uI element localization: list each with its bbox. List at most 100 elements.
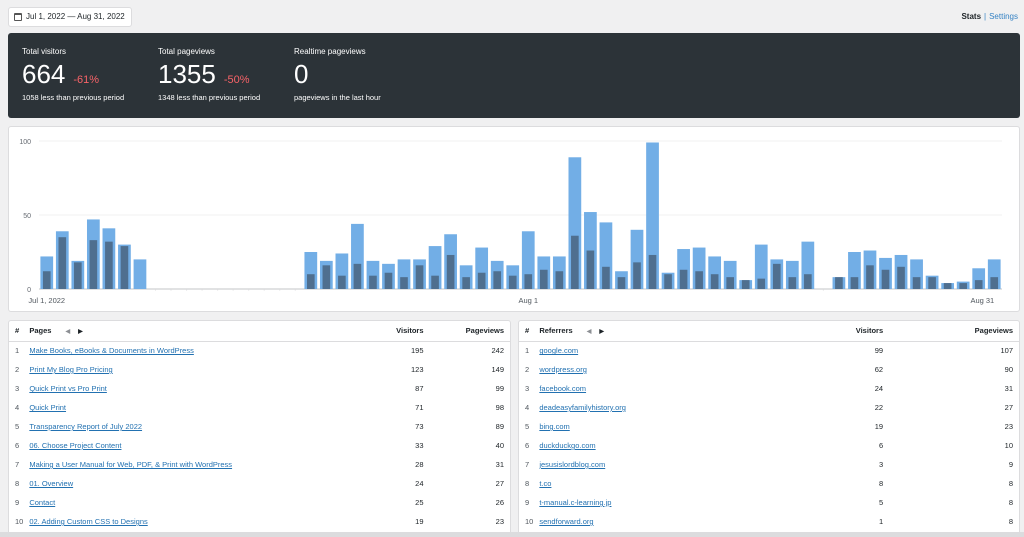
pageviews-bar[interactable]	[881, 269, 890, 289]
prev-page-icon[interactable]: ◀	[586, 329, 592, 336]
pageviews-bar[interactable]	[338, 275, 346, 289]
horizontal-scrollbar[interactable]	[0, 532, 1024, 537]
pageviews-bar[interactable]	[384, 272, 393, 289]
prev-page-icon[interactable]: ◀	[65, 329, 71, 336]
date-range-picker[interactable]: Jul 1, 2022 — Aug 31, 2022	[8, 7, 132, 27]
row-link[interactable]: bing.com	[539, 422, 570, 431]
pageviews-bar[interactable]	[602, 266, 610, 289]
pageviews-bar[interactable]	[89, 240, 98, 289]
pageviews-bar[interactable]	[524, 274, 533, 289]
pageviews-bar[interactable]	[866, 265, 874, 289]
pageviews-bar[interactable]	[539, 269, 548, 289]
pageviews-bar[interactable]	[415, 265, 424, 289]
referrers-col-name: Referrers ◀ ▶	[533, 321, 788, 342]
pageviews-bar[interactable]	[322, 265, 331, 289]
pageviews-bar[interactable]	[804, 274, 812, 289]
pageviews-bar[interactable]	[772, 263, 781, 289]
visitors-bar[interactable]	[133, 259, 147, 289]
pageviews-bar[interactable]	[617, 277, 626, 289]
table-row: 1 google.com 99 107	[519, 341, 1019, 360]
pageviews-bar[interactable]	[74, 262, 82, 289]
pageviews-bar[interactable]	[462, 277, 470, 289]
referrers-col-name-label: Referrers	[539, 326, 573, 336]
row-link[interactable]: t.co	[539, 479, 552, 488]
visitors-bar[interactable]	[646, 142, 659, 289]
pageviews-bar[interactable]	[58, 237, 67, 289]
pageviews-bar[interactable]	[493, 271, 502, 289]
pageviews-bar[interactable]	[710, 274, 719, 289]
row-link[interactable]: Print My Blog Pro Pricing	[29, 365, 113, 374]
row-link[interactable]: 01. Overview	[29, 479, 74, 488]
pageviews-bar[interactable]	[664, 274, 672, 289]
pageviews-bar[interactable]	[679, 269, 688, 289]
row-link[interactable]: t-manual.c-learning.jp	[539, 498, 612, 507]
pageviews-bar[interactable]	[633, 262, 641, 289]
pageviews-bar[interactable]	[369, 275, 377, 289]
pageviews-bar[interactable]	[757, 278, 766, 289]
pageviews-bar[interactable]	[928, 277, 936, 289]
pageviews-bar[interactable]	[446, 254, 455, 289]
pageviews-bar[interactable]	[974, 280, 983, 289]
total-visitors-change: -61%	[73, 74, 100, 86]
pageviews-bar[interactable]	[788, 277, 797, 289]
row-link[interactable]: google.com	[539, 346, 579, 356]
row-index: 3	[525, 384, 530, 393]
pageviews-bar[interactable]	[586, 250, 595, 289]
row-pageviews: 99	[495, 384, 504, 393]
row-name: wordpress.org	[533, 360, 787, 379]
referrers-table-panel: # Referrers ◀ ▶ Visitors Pageviews 1 googl…	[518, 320, 1020, 537]
pageviews-bar[interactable]	[120, 246, 129, 289]
pageviews-bar[interactable]	[508, 275, 517, 289]
pageviews-bar[interactable]	[990, 277, 999, 289]
row-link[interactable]: Contact	[29, 498, 56, 507]
visitors-bar[interactable]	[754, 244, 768, 289]
row-pageviews: 107	[1000, 346, 1013, 356]
pageviews-bar[interactable]	[431, 275, 439, 289]
pageviews-bar[interactable]	[850, 277, 859, 289]
row-link[interactable]: 06. Choose Project Content	[29, 441, 122, 450]
row-link[interactable]: wordpress.org	[539, 365, 587, 374]
pageviews-bar[interactable]	[648, 254, 657, 289]
pageviews-bar[interactable]	[835, 277, 843, 289]
row-pageviews: 8	[1008, 479, 1013, 488]
pageviews-bar[interactable]	[400, 277, 408, 289]
row-visitors: 8	[878, 479, 884, 488]
row-link[interactable]: jesusislordblog.com	[539, 460, 606, 469]
pages-col-name: Pages ◀ ▶	[23, 321, 367, 342]
pageviews-bar[interactable]	[695, 271, 703, 289]
row-link[interactable]: Transparency Report of July 2022	[29, 422, 143, 431]
row-link[interactable]: duckduckgo.com	[539, 441, 596, 450]
row-link[interactable]: 02. Adding Custom CSS to Designs	[29, 517, 148, 526]
row-visitors: 62	[874, 365, 884, 374]
next-page-icon[interactable]: ▶	[599, 329, 605, 336]
pageviews-bar[interactable]	[741, 280, 750, 289]
total-visitors-metric: Total visitors 664 -61% 1058 less than p…	[22, 47, 124, 102]
next-page-icon[interactable]: ▶	[78, 329, 83, 336]
pageviews-bar[interactable]	[306, 274, 315, 289]
pageviews-bar[interactable]	[353, 263, 362, 289]
row-index: 9	[525, 498, 530, 507]
row-link[interactable]: sendforward.org	[539, 517, 594, 526]
pageviews-bar[interactable]	[477, 272, 486, 289]
row-link[interactable]: Make Books, eBooks & Documents in WordPr…	[29, 346, 194, 356]
row-link[interactable]: deadeasyfamilyhistory.org	[539, 403, 626, 412]
row-index: 6	[15, 441, 20, 450]
calendar-icon	[14, 13, 22, 21]
pageviews-bar[interactable]	[105, 241, 113, 289]
pageviews-bar[interactable]	[959, 283, 967, 289]
nav-stats-link[interactable]: Stats	[961, 12, 982, 21]
nav-settings-link[interactable]: Settings	[989, 12, 1018, 21]
pageviews-bar[interactable]	[571, 235, 579, 289]
row-link[interactable]: Making a User Manual for Web, PDF, & Pri…	[29, 460, 233, 469]
pageviews-bar[interactable]	[42, 271, 51, 289]
row-name: sendforward.org	[533, 512, 787, 531]
pageviews-bar[interactable]	[897, 266, 905, 289]
table-row: 5 bing.com 19 23	[519, 417, 1019, 436]
pageviews-bar[interactable]	[555, 271, 564, 289]
pageviews-bar[interactable]	[726, 277, 735, 289]
row-link[interactable]: Quick Print vs Pro Print	[29, 384, 107, 393]
row-link[interactable]: facebook.com	[539, 384, 587, 393]
row-link[interactable]: Quick Print	[29, 403, 67, 412]
pageviews-bar[interactable]	[943, 283, 952, 289]
pageviews-bar[interactable]	[912, 277, 921, 289]
